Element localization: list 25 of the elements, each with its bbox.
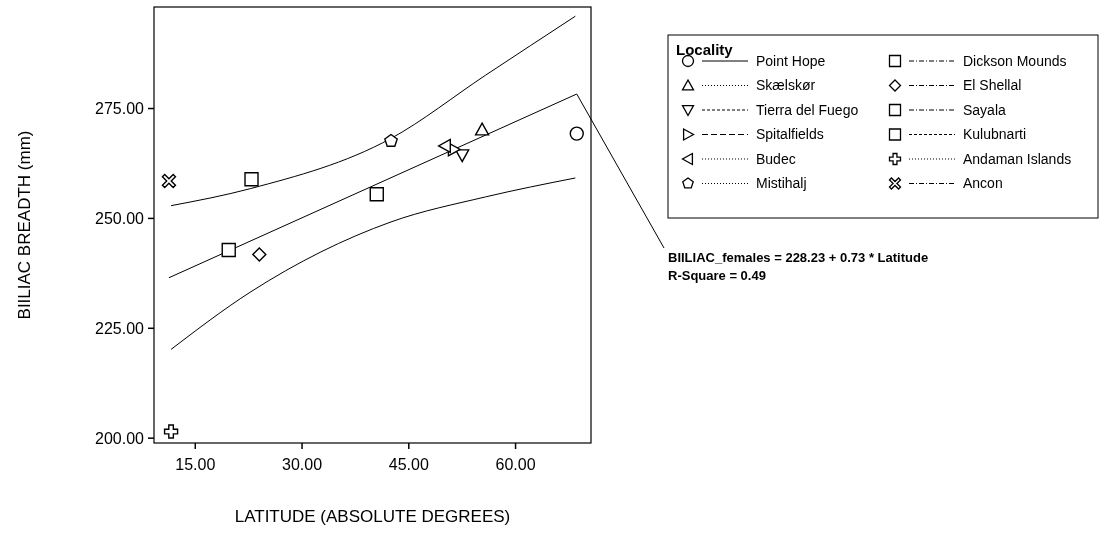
legend-label: Sayala	[963, 101, 1007, 118]
text: R-Square = 0.49	[668, 268, 766, 283]
legend-label: Budec	[756, 150, 796, 167]
x-axis-title: LATITUDE (ABSOLUTE DEGREES)	[234, 507, 511, 526]
y-tick-label: 225.00	[95, 319, 145, 337]
legend-label: Point Hope	[756, 52, 826, 69]
x-tick-label: 45.00	[388, 456, 429, 473]
x-tick-label: 15.00	[175, 456, 216, 473]
legend-title: Locality	[676, 41, 734, 58]
y-tick-label: 200.00	[95, 429, 145, 447]
x-tick-label: 60.00	[495, 456, 536, 473]
x-tick-label: 30.00	[282, 456, 323, 473]
legend-label: Andaman Islands	[963, 150, 1072, 167]
y-tick-label: 275.00	[95, 100, 145, 118]
legend-label: Dickson Mounds	[963, 52, 1067, 69]
legend-label: Tierra del Fuego	[756, 101, 859, 118]
legend-label: Ancon	[963, 175, 1003, 192]
legend-label: Kulubnarti	[963, 126, 1027, 143]
legend-label: El Shellal	[963, 77, 1022, 94]
y-axis-title: BIILIAC BREADTH (mm)	[15, 130, 34, 320]
legend-label: Mistihalj	[756, 175, 807, 192]
legend-label: Skælskør	[756, 77, 816, 94]
legend-label: Spitalfields	[756, 126, 824, 143]
annotation: BIILIAC_females = 228.23 + 0.73 * Latitude	[668, 250, 929, 265]
y-tick-label: 250.00	[95, 210, 145, 228]
